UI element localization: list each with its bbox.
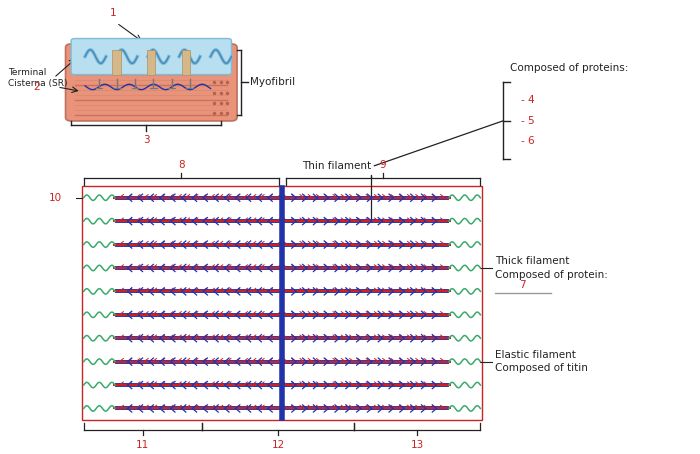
Text: 7: 7	[519, 281, 526, 291]
Bar	[112, 50, 120, 74]
Bar	[182, 50, 190, 74]
Text: Terminal
Cisterna (SR): Terminal Cisterna (SR)	[8, 68, 68, 89]
Text: Myofibril: Myofibril	[250, 78, 295, 88]
Text: 1: 1	[110, 8, 116, 18]
FancyBboxPatch shape	[66, 44, 237, 121]
Text: 13: 13	[411, 440, 424, 450]
Text: - 6: - 6	[521, 136, 534, 146]
Text: 9: 9	[379, 160, 386, 170]
Text: - 5: - 5	[521, 116, 534, 126]
Text: 10: 10	[49, 193, 62, 203]
Text: Thin filament: Thin filament	[302, 161, 371, 171]
Text: 3: 3	[143, 135, 149, 145]
Text: 2: 2	[33, 82, 39, 92]
Text: Composed of proteins:: Composed of proteins:	[510, 64, 629, 74]
Text: 12: 12	[272, 440, 285, 450]
Text: Elastic filament
Composed of titin: Elastic filament Composed of titin	[495, 350, 588, 373]
Bar	[82, 186, 482, 420]
Text: 11: 11	[136, 440, 149, 450]
Text: - 4: - 4	[521, 95, 534, 105]
Text: 8: 8	[178, 160, 184, 170]
Bar	[147, 50, 155, 74]
Text: Thick filament
Composed of protein:: Thick filament Composed of protein:	[495, 257, 608, 280]
FancyBboxPatch shape	[71, 39, 232, 74]
